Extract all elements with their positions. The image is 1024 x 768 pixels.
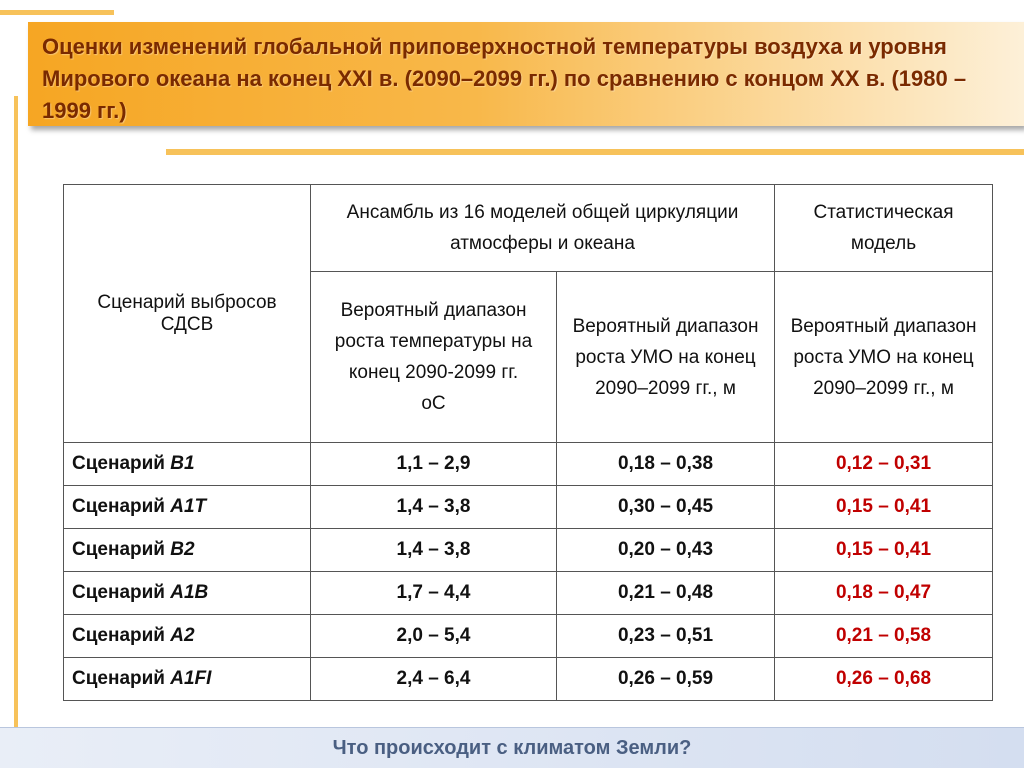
decorative-line-top: [0, 10, 114, 15]
table-header-row: Сценарий выбросов СДСВ Ансамбль из 16 мо…: [63, 184, 993, 443]
subheader-temperature-unit: оС: [421, 393, 446, 414]
temperature-range: 2,4 – 6,4: [310, 657, 557, 701]
temperature-range: 1,1 – 2,9: [310, 442, 557, 486]
umo-range-ensemble: 0,18 – 0,38: [556, 442, 775, 486]
subheader-umo-ensemble: Вероятный диапазон роста УМО на конец 20…: [556, 271, 775, 443]
subheader-temperature: Вероятный диапазон роста температуры на …: [310, 271, 557, 443]
umo-range-ensemble: 0,21 – 0,48: [556, 571, 775, 615]
umo-range-statistical: 0,15 – 0,41: [774, 528, 993, 572]
footer-caption: Что происходит с климатом Земли?: [332, 737, 692, 759]
header-statistical: Статистическая модель: [774, 184, 993, 272]
subheader-temperature-text: Вероятный диапазон роста температуры на …: [334, 300, 533, 383]
scenario-name: Сценарий A1B: [63, 571, 311, 615]
table-row: Сценарий B1 1,1 – 2,9 0,18 – 0,38 0,12 –…: [63, 442, 993, 486]
temperature-range: 1,4 – 3,8: [310, 485, 557, 529]
scenario-name: Сценарий A1FI: [63, 657, 311, 701]
subheader-umo-statistical: Вероятный диапазон роста УМО на конец 20…: [774, 271, 993, 443]
umo-range-statistical: 0,18 – 0,47: [774, 571, 993, 615]
umo-range-statistical: 0,15 – 0,41: [774, 485, 993, 529]
table-row: Сценарий A1FI 2,4 – 6,4 0,26 – 0,59 0,26…: [63, 657, 993, 701]
table-row: Сценарий B2 1,4 – 3,8 0,20 – 0,43 0,15 –…: [63, 528, 993, 572]
table-row: Сценарий A1B 1,7 – 4,4 0,21 – 0,48 0,18 …: [63, 571, 993, 615]
umo-range-statistical: 0,26 – 0,68: [774, 657, 993, 701]
temperature-range: 1,4 – 3,8: [310, 528, 557, 572]
scenario-table: Сценарий выбросов СДСВ Ансамбль из 16 мо…: [63, 184, 993, 701]
temperature-range: 1,7 – 4,4: [310, 571, 557, 615]
slide-title: Оценки изменений глобальной приповерхнос…: [42, 34, 967, 123]
footer-bar: [0, 728, 1024, 768]
umo-range-ensemble: 0,20 – 0,43: [556, 528, 775, 572]
scenario-name: Сценарий A2: [63, 614, 311, 658]
umo-range-ensemble: 0,30 – 0,45: [556, 485, 775, 529]
title-banner: Оценки изменений глобальной приповерхнос…: [28, 22, 1024, 126]
header-scenario: Сценарий выбросов СДСВ: [63, 184, 311, 443]
decorative-line-middle: [166, 149, 1024, 155]
header-ensemble: Ансамбль из 16 моделей общей циркуляции …: [310, 184, 775, 272]
umo-range-statistical: 0,21 – 0,58: [774, 614, 993, 658]
umo-range-ensemble: 0,26 – 0,59: [556, 657, 775, 701]
table-row: Сценарий A1T 1,4 – 3,8 0,30 – 0,45 0,15 …: [63, 485, 993, 529]
scenario-name: Сценарий B2: [63, 528, 311, 572]
table-row: Сценарий A2 2,0 – 5,4 0,23 – 0,51 0,21 –…: [63, 614, 993, 658]
table-subheader-row: Вероятный диапазон роста температуры на …: [64, 271, 993, 443]
footer-divider: [0, 727, 1024, 728]
scenario-name: Сценарий B1: [63, 442, 311, 486]
temperature-range: 2,0 – 5,4: [310, 614, 557, 658]
umo-range-statistical: 0,12 – 0,31: [774, 442, 993, 486]
scenario-name: Сценарий A1T: [63, 485, 311, 529]
umo-range-ensemble: 0,23 – 0,51: [556, 614, 775, 658]
decorative-line-left: [14, 96, 18, 730]
